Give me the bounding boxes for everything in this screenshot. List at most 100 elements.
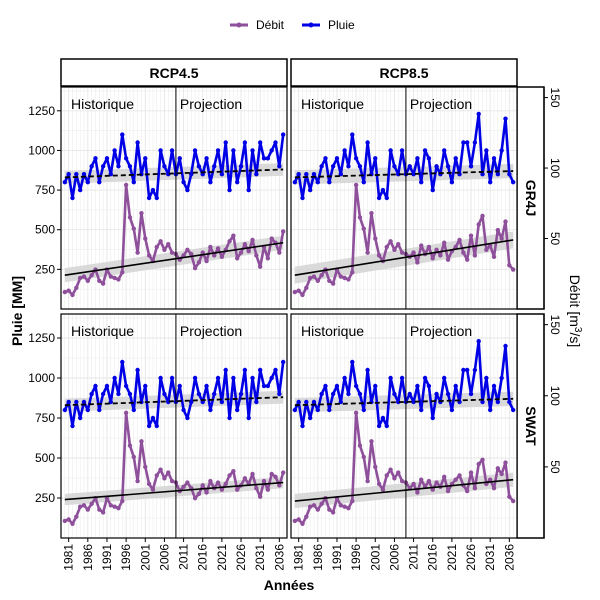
pluie-series-line [63, 133, 285, 200]
pluie-point [476, 111, 481, 117]
debit-point [235, 256, 240, 261]
debit-point [411, 250, 416, 255]
pluie-point [261, 383, 267, 389]
pluie-point [292, 407, 298, 413]
pluie-point [380, 415, 386, 421]
debit-point [215, 246, 221, 251]
debit-point [357, 443, 363, 448]
panel-background [61, 314, 287, 538]
period-label-projection: Projection [180, 323, 242, 339]
y-right-tick-label: 150 [548, 315, 562, 335]
pluie-series-line [293, 339, 515, 428]
pluie-point [265, 156, 271, 161]
x-tick-label: 2006 [157, 544, 171, 571]
x-tick-label: 2016 [426, 544, 440, 571]
debit-point [468, 233, 474, 238]
pluie-point [74, 399, 79, 405]
pluie-point [399, 375, 405, 381]
debit-point [131, 226, 136, 231]
pluie-point [487, 407, 493, 413]
debit-point [503, 460, 508, 465]
debit-point [327, 507, 332, 512]
debit-point [453, 477, 458, 482]
pluie-point [81, 172, 87, 177]
pluie-point [296, 399, 301, 405]
debit-point [373, 236, 378, 241]
pluie-point [97, 179, 102, 185]
debit-point [430, 487, 435, 492]
pluie-point [376, 195, 382, 201]
pluie-point [407, 164, 412, 169]
pluie-point [315, 179, 321, 185]
debit-point [254, 253, 259, 258]
debit-point [139, 439, 144, 444]
pluie-point [257, 367, 263, 373]
period-label-historique: Historique [71, 96, 134, 112]
debit-point [438, 253, 443, 258]
debit-point [315, 507, 321, 512]
pluie-point [342, 148, 347, 153]
debit-point [166, 470, 171, 475]
pluie-point [353, 383, 359, 389]
debit-point [442, 240, 447, 245]
pluie-point [346, 164, 351, 169]
pluie-point [146, 195, 152, 201]
x-tick-label: 1996 [119, 544, 133, 571]
strip-label-rcp85: RCP8.5 [379, 65, 428, 81]
pluie-point [189, 399, 194, 405]
debit-point [369, 210, 374, 216]
debit-point [66, 517, 71, 522]
debit-point [392, 476, 397, 481]
y-axis-title-left: Pluie [MM] [9, 276, 25, 346]
legend-key-debit-point [236, 22, 242, 28]
debit-point [499, 471, 504, 477]
debit-point [158, 467, 163, 472]
debit-point [338, 274, 343, 279]
debit-point [181, 253, 186, 258]
pluie-point [177, 383, 182, 389]
pluie-point [495, 172, 501, 177]
debit-point [238, 250, 244, 255]
debit-point [257, 264, 263, 269]
debit-point [491, 486, 497, 491]
debit-point [361, 454, 366, 460]
x-tick-label: 2021 [215, 544, 229, 571]
pluie-point [461, 367, 466, 373]
pluie-point [361, 179, 366, 185]
pluie-point [93, 383, 98, 389]
pluie-point [361, 407, 366, 413]
pluie-point [135, 140, 140, 145]
pluie-point [453, 383, 458, 389]
pluie-point [150, 187, 156, 193]
debit-point [127, 215, 133, 220]
pluie-point [212, 164, 217, 169]
debit-point [169, 478, 175, 484]
debit-point [361, 226, 366, 231]
x-tick-label: 2006 [387, 544, 401, 571]
debit-point [353, 410, 359, 416]
pluie-series-line [293, 112, 515, 200]
pluie-point [319, 164, 324, 169]
pluie-point [334, 383, 340, 389]
debit-point [468, 470, 474, 475]
pluie-point [238, 391, 244, 397]
debit-point [338, 503, 343, 508]
period-label-historique: Historique [71, 323, 134, 339]
debit-point [146, 481, 152, 487]
debit-point [365, 478, 370, 484]
pluie-point [365, 367, 370, 373]
debit-point [296, 517, 301, 522]
pluie-point [177, 156, 182, 161]
debit-point [396, 241, 401, 247]
debit-point [480, 213, 485, 219]
pluie-point [350, 359, 355, 365]
panel-border [290, 313, 518, 539]
pluie-point [342, 375, 347, 381]
debit-point [353, 182, 359, 188]
debit-point [304, 285, 309, 291]
pluie-point [120, 132, 125, 137]
debit-point [257, 494, 263, 499]
pluie-point [315, 407, 321, 413]
x-tick-label: 2001 [138, 544, 152, 571]
pluie-point [120, 359, 125, 365]
